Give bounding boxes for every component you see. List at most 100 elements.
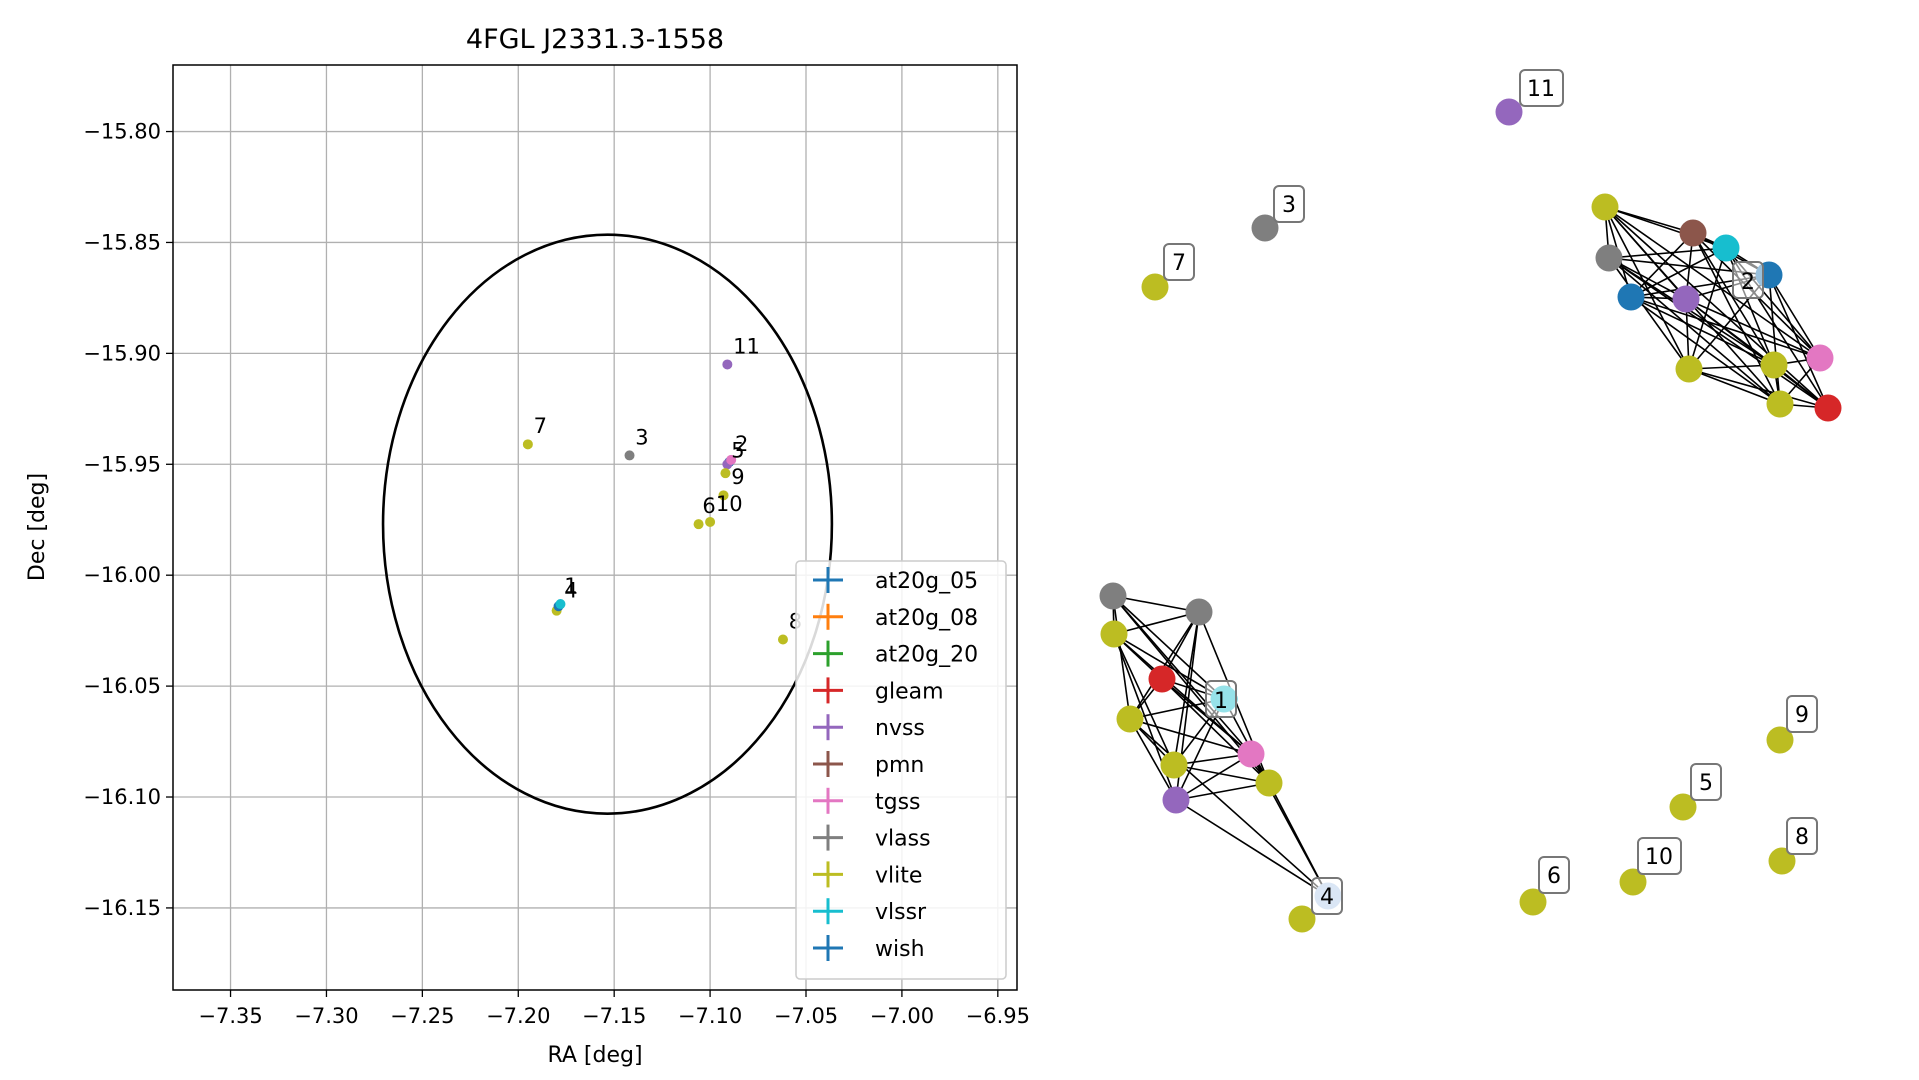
source-point <box>720 468 731 479</box>
graph-edge <box>1630 247 1727 298</box>
source-label: 10 <box>716 492 743 516</box>
legend-item: at20g_08 <box>813 603 978 631</box>
node-label-4: 4 <box>1311 877 1343 915</box>
graph-edge <box>1688 364 1775 370</box>
graph-node <box>1160 751 1188 779</box>
node-label-9: 9 <box>1786 695 1818 733</box>
legend-item: vlite <box>813 861 922 888</box>
legend-item: nvss <box>813 714 925 741</box>
graph-edge <box>1112 595 1131 720</box>
x-tick-label: −7.30 <box>294 1004 358 1028</box>
graph-edge <box>1608 257 1781 405</box>
graph-node <box>1595 244 1623 272</box>
graph-edge <box>1630 296 1781 405</box>
graph-node <box>1619 868 1647 896</box>
y-tick-label: −15.95 <box>83 452 161 476</box>
legend-item: vlass <box>813 824 931 852</box>
graph-node <box>1237 740 1265 768</box>
graph-edge <box>1608 257 1829 409</box>
graph-edge <box>1175 799 1329 897</box>
node-label-text: 9 <box>1795 703 1809 728</box>
legend-label: at20g_08 <box>875 606 978 631</box>
x-axis-ticks: −7.35 −7.30 −7.25 −7.20 −7.15 −7.10 −7.05 −7.00… <box>198 990 1030 1028</box>
source-point <box>718 490 729 501</box>
sky-plot: 4FGL J2331.3-1558 1425311796108 −7.35−7.… <box>25 24 1030 1068</box>
graph-edge <box>1630 296 1775 366</box>
graph-edge <box>1175 782 1270 801</box>
x-tick-label: −7.15 <box>582 1004 646 1028</box>
source-label: 2 <box>735 432 748 456</box>
legend-item: tgss <box>813 787 921 815</box>
graph-edge <box>1161 678 1252 755</box>
legend-label: at20g_20 <box>875 643 978 668</box>
x-tick-label: −6.95 <box>966 1004 1030 1028</box>
graph-node <box>1766 726 1794 754</box>
legend-item: vlssr <box>813 898 927 925</box>
association-graph: 11 3 7 2 1 4 9 <box>1099 69 1842 933</box>
source-point <box>522 439 533 450</box>
node-label-6: 6 <box>1538 856 1570 894</box>
legend-item: wish <box>813 935 925 962</box>
legend-item: at20g_05 <box>813 567 978 594</box>
graph-node <box>1099 582 1127 610</box>
x-tick-label: −7.20 <box>486 1004 550 1028</box>
graph-edge <box>1112 595 1225 700</box>
graph-node <box>1672 285 1700 313</box>
x-tick-label: −7.10 <box>678 1004 742 1028</box>
node-label-7: 7 <box>1163 243 1195 281</box>
graph-edge <box>1608 257 1775 366</box>
graph-node <box>1806 344 1834 372</box>
graph-node <box>1255 769 1283 797</box>
graph-edge <box>1608 257 1687 300</box>
graph-node <box>1100 620 1128 648</box>
legend-label: at20g_05 <box>875 569 978 594</box>
graph-node <box>1617 283 1645 311</box>
graph-edge <box>1173 764 1270 784</box>
graph-nodes <box>1099 98 1842 933</box>
graph-edge <box>1113 633 1175 766</box>
legend-item: pmn <box>813 751 924 778</box>
node-label-text: 10 <box>1645 845 1673 870</box>
node-label-text: 8 <box>1795 825 1809 850</box>
y-tick-label: −15.85 <box>83 230 161 254</box>
source-label: 5 <box>731 439 744 463</box>
legend-label: vlass <box>875 827 931 852</box>
node-label-text: 7 <box>1172 251 1186 276</box>
source-points <box>522 359 788 645</box>
node-label-1: 1 <box>1205 680 1237 718</box>
graph-node <box>1675 355 1703 383</box>
graph-node <box>1669 793 1697 821</box>
source-point <box>693 519 704 530</box>
graph-node <box>1141 273 1169 301</box>
graph-edge <box>1608 257 1690 370</box>
graph-node <box>1768 847 1796 875</box>
legend-box <box>795 560 1007 980</box>
source-label: 6 <box>702 494 715 518</box>
graph-node <box>1766 390 1794 418</box>
graph-edge <box>1630 296 1821 359</box>
y-tick-label: −16.05 <box>83 674 161 698</box>
graph-node <box>1495 98 1523 126</box>
legend-label: gleam <box>875 679 944 704</box>
source-point <box>777 634 788 645</box>
graph-edge <box>1604 206 1727 249</box>
source-label: 3 <box>635 425 648 449</box>
y-axis-ticks: −15.80 −15.85 −15.90 −15.95 −16.00 −16.05 −16.… <box>83 120 173 920</box>
graph-edge <box>1768 274 1829 409</box>
graph-node <box>1760 351 1788 379</box>
legend-label: vlssr <box>875 900 927 925</box>
node-label-10: 10 <box>1637 837 1682 875</box>
source-point <box>722 359 733 370</box>
node-label-5: 5 <box>1690 763 1722 801</box>
y-tick-label: −15.80 <box>83 120 161 144</box>
y-tick-label: −16.15 <box>83 896 161 920</box>
graph-edge <box>1129 718 1177 801</box>
x-tick-label: −7.35 <box>198 1004 262 1028</box>
y-tick-label: −16.10 <box>83 785 161 809</box>
legend-label: nvss <box>875 716 925 741</box>
node-label-text: 6 <box>1547 864 1561 889</box>
graph-edge <box>1129 718 1252 755</box>
source-label: 9 <box>731 465 744 489</box>
